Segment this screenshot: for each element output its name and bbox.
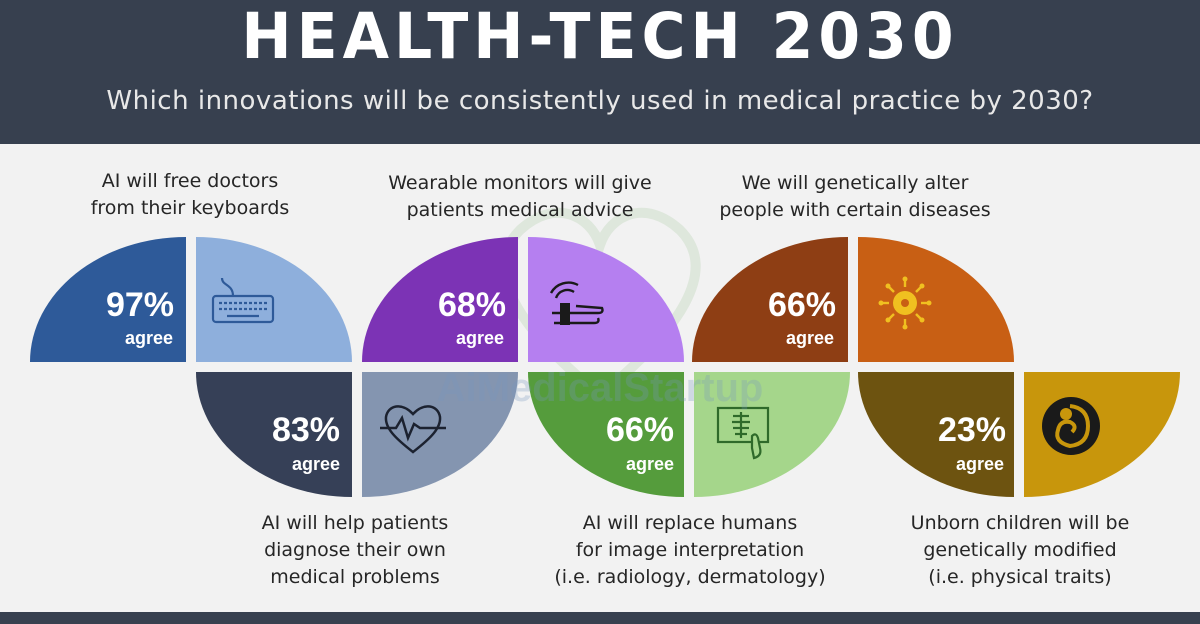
item4-statement: AI will replace humans for image interpre… xyxy=(554,512,826,588)
item1-percent: 97% xyxy=(105,286,175,324)
item3-agree-label: agree xyxy=(455,328,505,348)
embryo-icon xyxy=(1042,397,1100,455)
xray-screen-icon xyxy=(716,406,770,460)
item2-agree-label: agree xyxy=(291,454,341,474)
item5-statement: We will genetically alter people with cer… xyxy=(719,172,991,221)
item1-quarter-left xyxy=(30,237,186,362)
item6-quarter-left xyxy=(858,372,1014,497)
item3-quarter-left xyxy=(362,237,518,362)
item6-agree-label: agree xyxy=(955,454,1005,474)
item4-quarter-left xyxy=(528,372,684,497)
item4-percent: 66% xyxy=(605,411,675,449)
item3-quarter-right xyxy=(528,237,684,362)
item2-quarter-left xyxy=(196,372,352,497)
item4-agree-label: agree xyxy=(625,454,675,474)
item4-quarter-right xyxy=(694,372,850,497)
item5-quarter-right xyxy=(858,237,1014,362)
item5-agree-label: agree xyxy=(785,328,835,348)
page-subtitle: Which innovations will be consistently u… xyxy=(106,86,1094,116)
item5-quarter-left xyxy=(692,237,848,362)
virus-icon xyxy=(878,276,932,330)
item5-percent: 66% xyxy=(767,286,837,324)
footer-bar xyxy=(0,612,1200,624)
item3-percent: 68% xyxy=(437,286,507,324)
header-banner: HEALTH-TECH 2030 Which innovations will … xyxy=(0,0,1200,144)
item2-percent: 83% xyxy=(271,411,341,449)
item6-statement: Unborn children will be genetically modif… xyxy=(910,512,1130,588)
item3-statement: Wearable monitors will give patients medi… xyxy=(388,172,652,221)
item2-statement: AI will help patients diagnose their own m… xyxy=(261,512,449,588)
item2-quarter-right xyxy=(362,372,518,497)
watermark-text: AiMedicalStartup xyxy=(436,366,764,410)
heartbeat-icon xyxy=(380,405,446,454)
page-title: HEALTH-TECH 2030 xyxy=(241,0,959,74)
item1-statement: AI will free doctors from their keyboards xyxy=(90,170,290,219)
wearable-hand-icon xyxy=(549,281,604,325)
item1-agree-label: agree xyxy=(124,328,174,348)
keyboard-icon xyxy=(211,277,275,324)
item6-percent: 23% xyxy=(937,411,1007,449)
